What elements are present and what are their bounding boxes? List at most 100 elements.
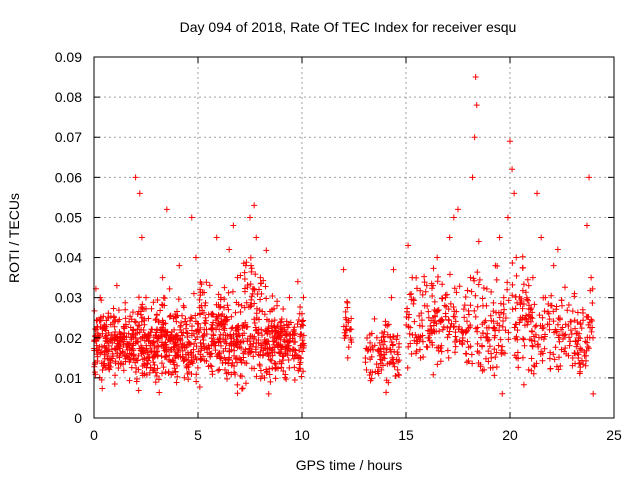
data-point	[298, 321, 305, 328]
data-point	[479, 343, 486, 350]
data-point	[468, 288, 475, 295]
data-point	[278, 360, 285, 367]
data-point	[216, 350, 223, 357]
data-point	[557, 363, 564, 370]
y-axis-label: ROTI / TECUs	[6, 193, 22, 283]
data-point	[475, 281, 482, 288]
data-point	[205, 342, 212, 349]
data-point	[286, 294, 293, 301]
data-point	[248, 293, 255, 300]
data-point	[504, 279, 511, 286]
data-point	[114, 343, 121, 350]
data-point	[500, 310, 507, 317]
data-point	[505, 329, 512, 336]
data-point	[153, 329, 160, 336]
data-point	[197, 311, 204, 318]
data-point	[367, 377, 374, 384]
data-point	[413, 348, 420, 355]
data-point	[183, 330, 190, 337]
data-point	[500, 294, 507, 301]
data-point	[576, 360, 583, 367]
data-point	[295, 367, 302, 374]
data-point	[437, 358, 444, 365]
data-point	[514, 336, 521, 343]
data-point	[444, 334, 451, 341]
data-point	[192, 312, 199, 319]
data-point	[111, 323, 118, 330]
data-point	[407, 340, 414, 347]
data-point	[246, 338, 253, 345]
data-point	[214, 322, 221, 329]
data-point	[105, 329, 112, 336]
data-point	[263, 316, 270, 323]
data-point	[248, 348, 255, 355]
data-point	[187, 317, 194, 324]
data-point	[531, 338, 538, 345]
data-point	[467, 274, 474, 281]
data-point	[222, 345, 229, 352]
data-point	[135, 294, 142, 301]
data-point	[296, 361, 303, 368]
data-point	[287, 331, 294, 338]
data-point	[215, 291, 222, 298]
data-point	[230, 222, 237, 229]
data-point	[524, 276, 531, 283]
data-point	[474, 328, 481, 335]
data-point	[122, 315, 129, 322]
data-point	[442, 310, 449, 317]
data-point	[116, 354, 123, 361]
data-point	[167, 313, 174, 320]
data-point	[366, 371, 373, 378]
data-point	[118, 334, 125, 341]
data-point	[520, 381, 527, 388]
data-point	[154, 365, 161, 372]
data-point	[512, 321, 519, 328]
data-point	[221, 321, 228, 328]
data-point	[263, 337, 270, 344]
data-point	[416, 312, 423, 319]
data-point	[541, 345, 548, 352]
data-point	[160, 364, 167, 371]
data-point	[590, 334, 597, 341]
data-point	[152, 379, 159, 386]
data-point	[547, 365, 554, 372]
data-point	[147, 347, 154, 354]
data-point	[135, 352, 142, 359]
data-point	[107, 359, 114, 366]
data-point	[461, 314, 468, 321]
data-point	[388, 338, 395, 345]
data-point	[517, 314, 524, 321]
data-point	[242, 319, 249, 326]
data-point	[99, 385, 106, 392]
data-point	[292, 330, 299, 337]
data-point	[550, 308, 557, 315]
data-point	[562, 321, 569, 328]
data-point	[484, 337, 491, 344]
data-point	[345, 344, 352, 351]
data-point	[269, 334, 276, 341]
data-point	[567, 318, 574, 325]
data-point	[297, 303, 304, 310]
data-point	[231, 338, 238, 345]
data-point	[201, 343, 208, 350]
data-point	[251, 286, 258, 293]
data-point	[495, 342, 502, 349]
data-point	[493, 364, 500, 371]
data-point	[589, 300, 596, 307]
data-point	[550, 318, 557, 325]
data-point	[529, 315, 536, 322]
data-point	[421, 279, 428, 286]
data-point	[162, 332, 169, 339]
data-point	[185, 376, 192, 383]
data-point	[431, 306, 438, 313]
data-point	[103, 338, 110, 345]
data-point	[172, 368, 179, 375]
data-point	[193, 371, 200, 378]
data-point	[542, 294, 549, 301]
data-point	[475, 238, 482, 245]
data-point	[202, 314, 209, 321]
data-point	[197, 286, 204, 293]
data-point	[430, 322, 437, 329]
data-point	[408, 290, 415, 297]
data-point	[524, 296, 531, 303]
